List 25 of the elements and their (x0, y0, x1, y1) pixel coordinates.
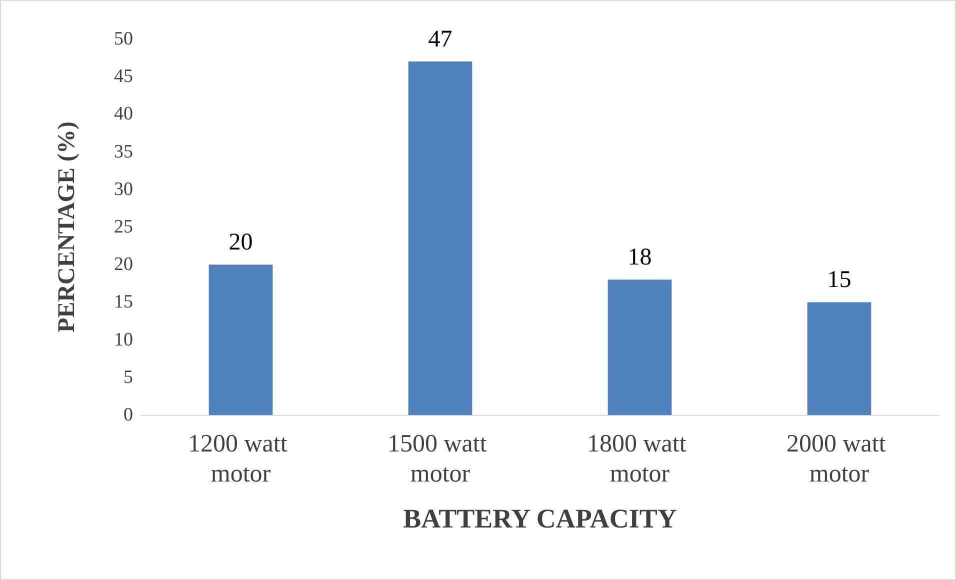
y-tick-label: 5 (124, 366, 133, 388)
data-label: 20 (228, 230, 253, 256)
x-tick-label: 1500 watt motor (387, 430, 494, 488)
x-axis-title: BATTERY CAPACITY (403, 504, 677, 534)
y-tick-label: 15 (114, 292, 133, 313)
data-label: 47 (428, 26, 452, 53)
y-tick-label: 20 (114, 254, 133, 276)
y-tick-label: 0 (124, 404, 133, 426)
y-tick-label: 25 (114, 216, 133, 238)
bar (807, 302, 872, 415)
y-axis-title: PERCENTAGE (%) (54, 122, 80, 332)
bar (208, 264, 273, 415)
data-label: 18 (628, 244, 652, 271)
data-label: 15 (827, 267, 852, 294)
y-tick-label: 40 (114, 104, 133, 125)
x-tick-label: 1200 watt motor (188, 430, 294, 488)
y-tick-label: 10 (114, 329, 133, 350)
bar (608, 280, 672, 415)
y-tick-label: 45 (114, 66, 133, 88)
y-tick-label: 50 (114, 28, 133, 50)
x-tick-label: 1800 watt motor (586, 430, 693, 488)
y-tick-label: 30 (114, 178, 133, 200)
y-tick-label: 35 (114, 141, 133, 162)
bar (408, 62, 472, 415)
x-tick-label: 2000 watt motor (786, 430, 892, 488)
